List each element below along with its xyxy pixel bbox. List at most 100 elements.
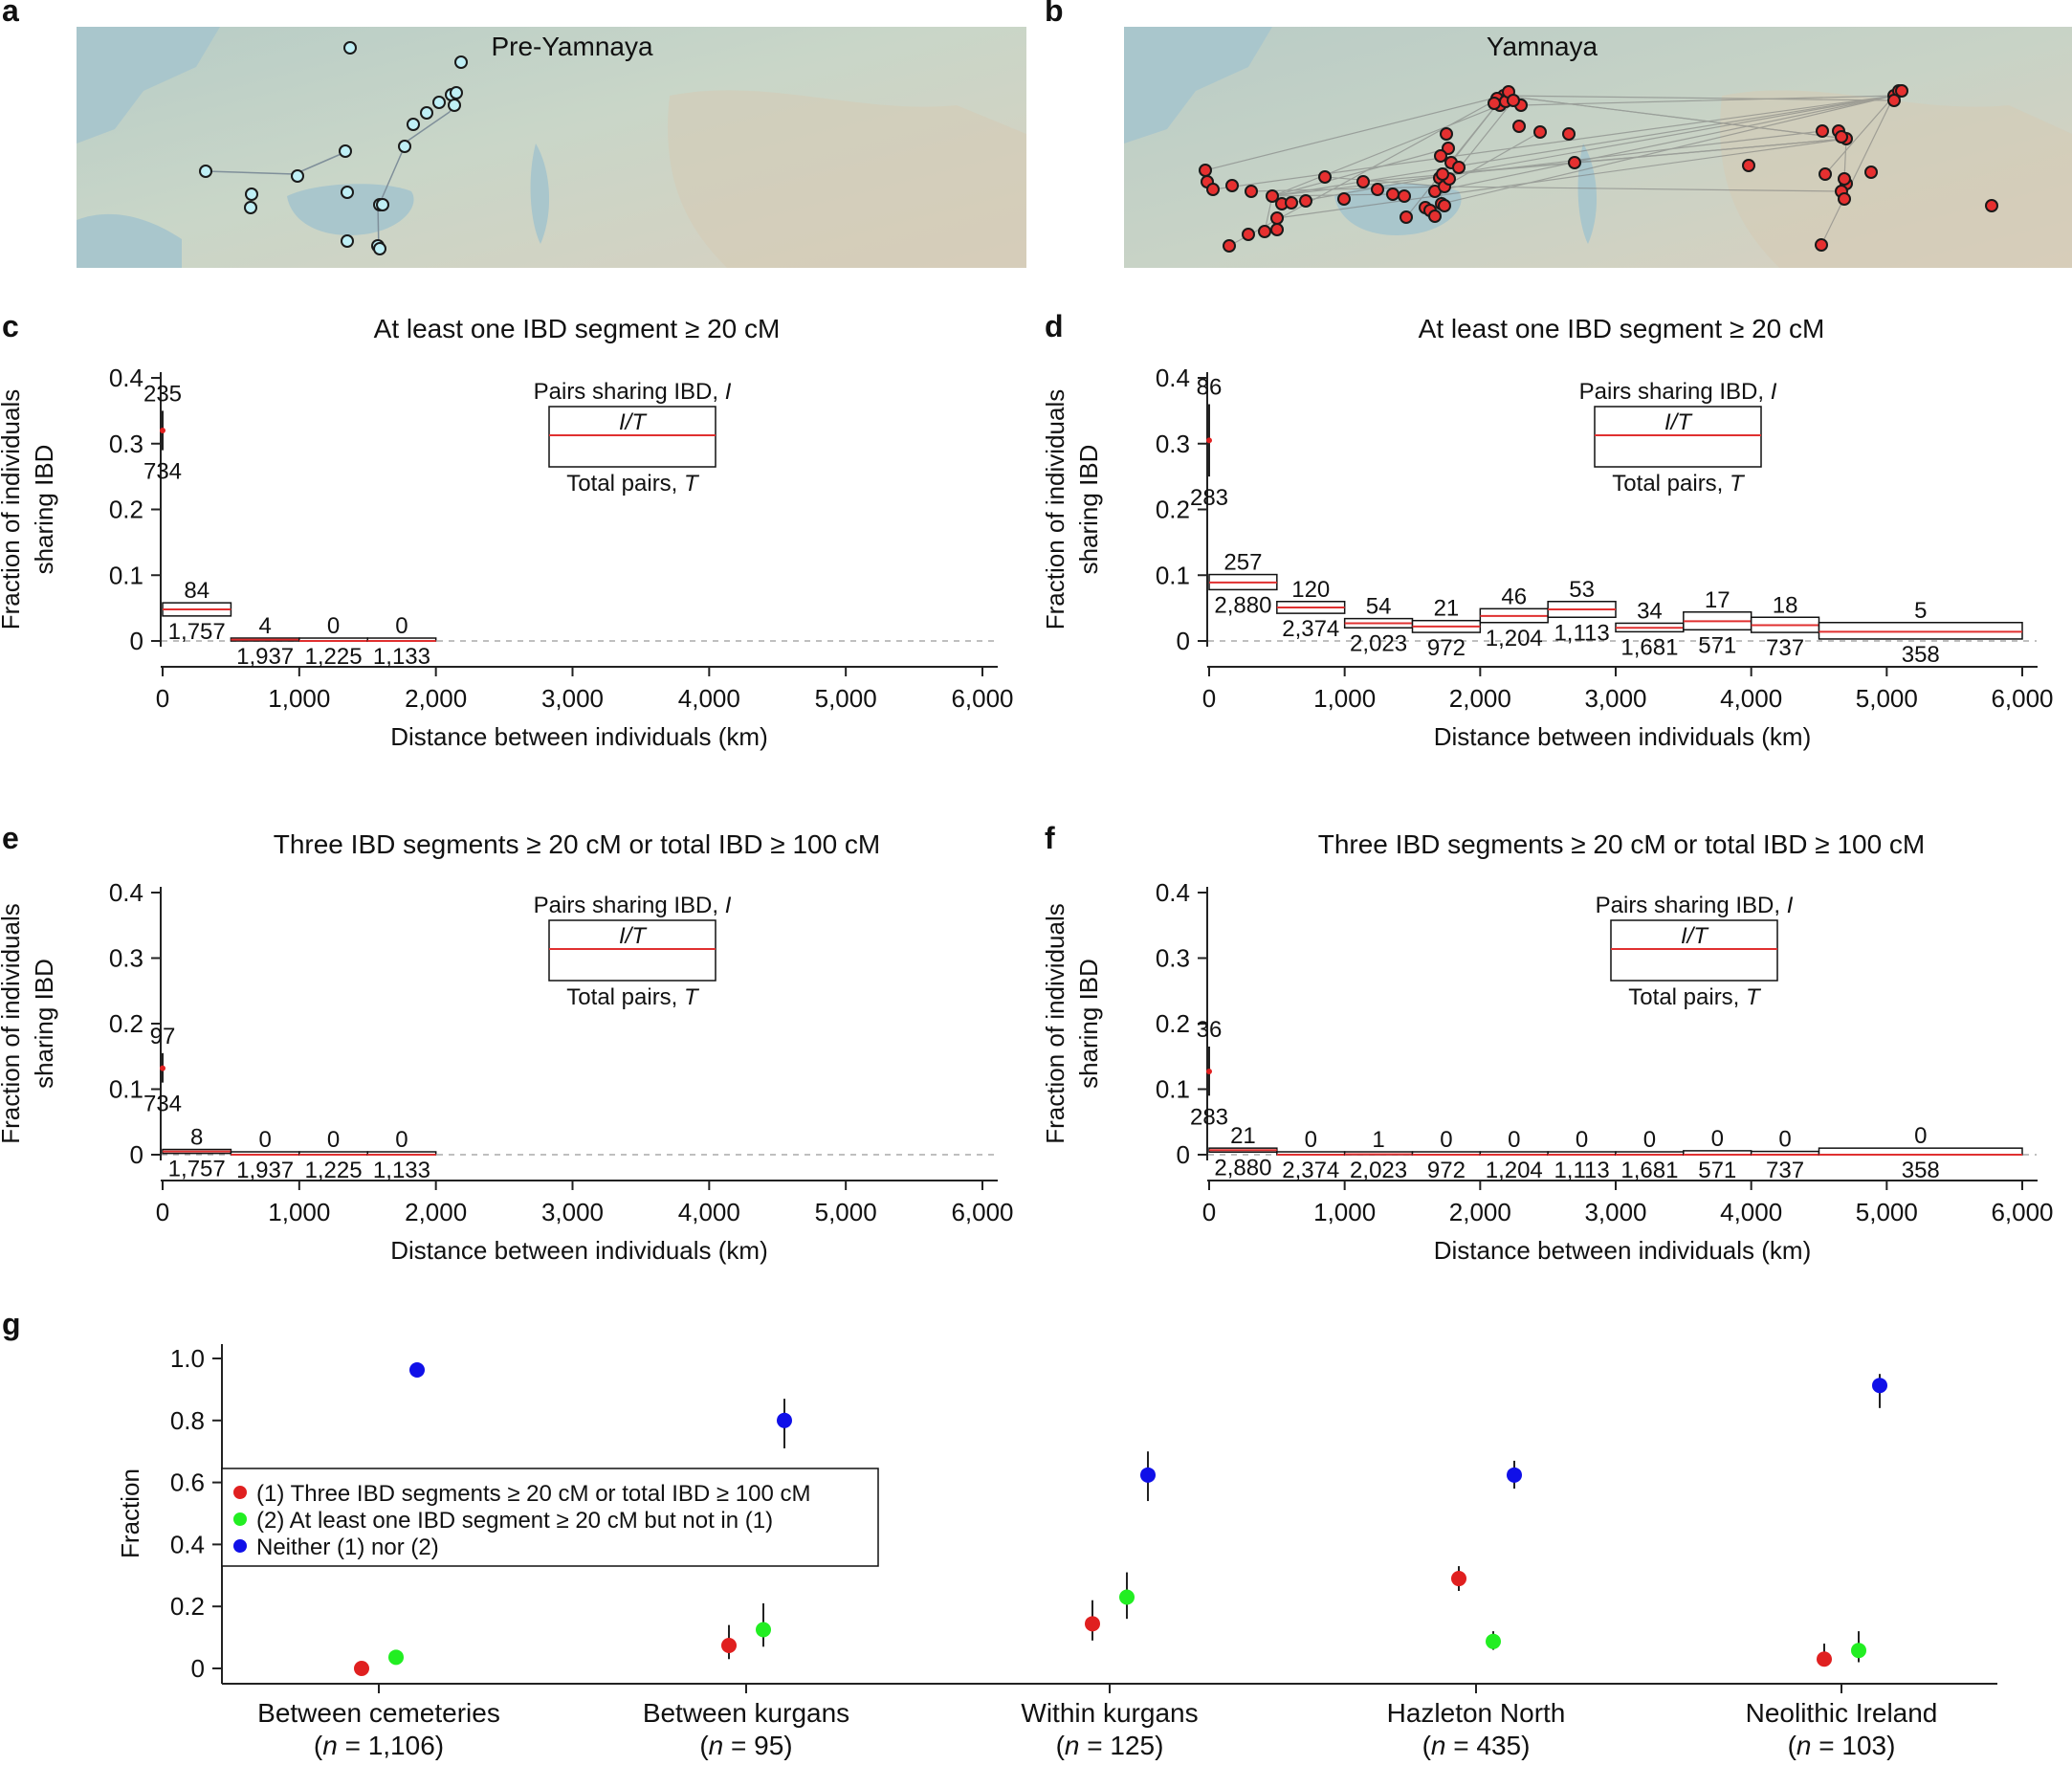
sample-point [343, 41, 357, 55]
bin-label-I: 0 [1508, 1127, 1520, 1153]
bin-label-T: 2,374 [1282, 616, 1339, 642]
sample-point [1242, 228, 1255, 241]
legend-top-text: Pairs sharing IBD, I [534, 893, 732, 918]
n-variable: n [322, 1731, 338, 1760]
n-variable: n [709, 1731, 724, 1760]
legend-top-var: I [1771, 379, 1777, 405]
bin-label-T: 1,681 [1620, 1158, 1678, 1183]
legend-marker [233, 1539, 247, 1553]
sample-point [420, 106, 433, 120]
point-marker [1206, 437, 1212, 444]
x-tick-label: 0 [1202, 684, 1216, 713]
bin-label-I: 0 [258, 1127, 271, 1153]
bin-label-T: 1,113 [1554, 620, 1609, 646]
y-axis-label: sharing IBD [30, 445, 58, 575]
category-label: Within kurgans [1021, 1698, 1198, 1728]
data-point [1851, 1643, 1866, 1659]
sample-point [1815, 238, 1828, 252]
sample-point [1568, 156, 1581, 169]
point-label-I: 235 [143, 381, 182, 407]
bin-label-I: 0 [327, 1127, 340, 1153]
bin-label-I: 1 [1372, 1127, 1384, 1153]
y-tick-label: 0.6 [170, 1468, 205, 1497]
ibd-link [1574, 138, 1847, 164]
y-tick-label: 0.3 [1156, 430, 1190, 458]
y-axis-label: sharing IBD [1074, 445, 1103, 575]
panel-letter-f: f [1045, 821, 1055, 855]
bin-label-I: 4 [258, 613, 271, 639]
bin-label-T: 972 [1427, 635, 1466, 661]
bin-label-I: 0 [327, 613, 340, 639]
y-tick-label: 0.1 [109, 561, 143, 589]
legend-bottom-var: T [1746, 984, 1762, 1010]
chart-title: At least one IBD segment ≥ 20 cM [1419, 314, 1825, 343]
x-axis-label: Distance between individuals (km) [390, 722, 768, 751]
y-tick-label: 0.2 [109, 1009, 143, 1038]
category-label: Between kurgans [643, 1698, 849, 1728]
ibd-link [1324, 176, 1445, 188]
data-point [1140, 1467, 1156, 1483]
bin-label-T: 1,113 [1554, 1158, 1609, 1183]
bin-label-T: 1,204 [1486, 626, 1543, 651]
map-pre-yamnaya: Pre-Yamnaya [77, 27, 1026, 268]
y-tick-label: 0 [191, 1654, 205, 1683]
n-value: = 95) [723, 1731, 792, 1760]
point-label-T: 734 [143, 1092, 182, 1117]
bin-label-T: 737 [1766, 635, 1804, 661]
point-marker [1206, 1069, 1212, 1075]
point-marker [160, 1065, 165, 1071]
ibd-link [1271, 95, 1895, 197]
ibd-link [1824, 95, 1895, 175]
n-variable: n [1796, 1731, 1812, 1760]
bin-label-I: 54 [1366, 594, 1392, 620]
n-value: = 1,106) [338, 1731, 444, 1760]
sample-point [1225, 179, 1239, 192]
sample-point [1742, 159, 1755, 172]
bin-label-I: 18 [1773, 592, 1798, 618]
x-tick-label: 3,000 [1584, 1198, 1646, 1226]
ibd-link [1271, 193, 1394, 197]
x-tick-label: 6,000 [951, 1198, 1013, 1226]
y-tick-label: 0.8 [170, 1406, 205, 1435]
legend-box [221, 1468, 879, 1567]
ibd-link [1271, 104, 1501, 197]
sample-point [432, 96, 446, 109]
point-label-T: 734 [143, 459, 182, 485]
bin-label-I: 46 [1501, 584, 1527, 609]
sample-point [1270, 223, 1284, 236]
y-tick-label: 1.0 [170, 1344, 205, 1373]
y-axis-label: sharing IBD [1074, 959, 1103, 1089]
data-point [1872, 1378, 1887, 1394]
legend-bottom-var: T [684, 471, 700, 497]
y-tick-label: 0 [1177, 1140, 1190, 1169]
x-tick-label: 3,000 [541, 684, 604, 713]
bin-label-I: 0 [1305, 1127, 1317, 1153]
sample-point [448, 99, 461, 112]
y-tick-label: 0.1 [1156, 1075, 1190, 1104]
point-marker [160, 428, 165, 433]
data-point [1451, 1571, 1466, 1587]
y-tick-label: 0.3 [109, 430, 143, 458]
sample-point [1428, 210, 1442, 223]
y-tick-label: 0.4 [1156, 364, 1190, 392]
sample-point [1386, 188, 1400, 201]
bin-label-T: 737 [1766, 1158, 1804, 1183]
sample-point [1838, 172, 1851, 186]
category-n-label: (n = 125) [1056, 1731, 1164, 1760]
legend-middle-text: I/T [619, 923, 648, 949]
sea-region [77, 213, 182, 268]
panel-f: f Three IBD segments ≥ 20 cM or total IB… [1041, 821, 2054, 1265]
sample-point [1206, 183, 1220, 196]
terrain-region [1720, 90, 2072, 268]
legend-top-text: Pairs sharing IBD, I [1579, 379, 1777, 405]
category-n-label: (n = 95) [699, 1731, 792, 1760]
chart-title: Three IBD segments ≥ 20 cM or total IBD … [1318, 829, 1926, 859]
sample-point [1887, 94, 1901, 107]
bin-label-I: 0 [1711, 1126, 1724, 1152]
y-tick-label: 0.4 [109, 364, 143, 392]
x-tick-label: 1,000 [268, 684, 330, 713]
legend-marker [233, 1512, 247, 1526]
point-label-I: 36 [1197, 1017, 1223, 1043]
panel-letter-d: d [1045, 309, 1064, 343]
